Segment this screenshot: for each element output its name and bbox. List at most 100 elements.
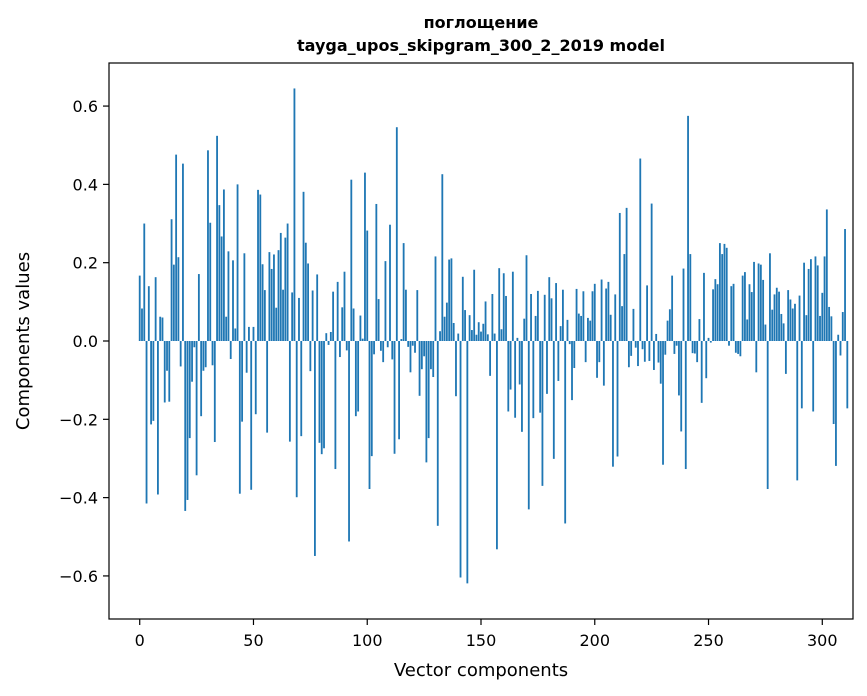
bar xyxy=(213,341,216,443)
bar xyxy=(350,179,353,341)
bar xyxy=(532,341,535,419)
bar xyxy=(839,341,842,356)
bar xyxy=(734,341,737,353)
bar xyxy=(157,341,159,495)
bar xyxy=(737,341,740,354)
bar xyxy=(336,281,339,341)
bar xyxy=(546,341,548,394)
bar xyxy=(509,341,512,390)
y-tick-label: −0.4 xyxy=(59,489,98,508)
bar xyxy=(257,189,259,341)
bar xyxy=(846,341,849,409)
bar xyxy=(728,341,730,346)
bar xyxy=(498,268,501,341)
bar xyxy=(200,341,203,417)
bar-series xyxy=(138,88,849,584)
bar xyxy=(323,341,325,449)
bar xyxy=(730,286,733,341)
bar xyxy=(222,189,225,341)
bar xyxy=(648,341,651,361)
bar xyxy=(539,341,542,413)
bar xyxy=(384,261,387,341)
bar xyxy=(766,341,769,490)
bar xyxy=(664,341,667,355)
bar xyxy=(755,341,758,373)
bar xyxy=(486,334,489,341)
bar xyxy=(748,284,751,341)
bar xyxy=(382,341,385,363)
bar xyxy=(577,313,580,341)
bar xyxy=(718,243,721,341)
y-tick-label: −0.6 xyxy=(59,567,98,586)
bar xyxy=(787,290,790,341)
bar xyxy=(275,307,278,341)
bar xyxy=(612,341,614,467)
bar xyxy=(784,341,787,374)
bar xyxy=(505,295,507,341)
bar xyxy=(359,315,362,341)
bar xyxy=(573,341,576,369)
bar xyxy=(627,341,630,368)
bar xyxy=(523,318,526,341)
bar xyxy=(366,230,369,341)
bar xyxy=(143,223,146,341)
bar xyxy=(270,268,273,341)
x-tick-label: 100 xyxy=(352,631,383,650)
x-tick-label: 50 xyxy=(243,631,263,650)
bar xyxy=(823,256,826,341)
bar xyxy=(252,326,255,341)
bar xyxy=(741,275,744,341)
bar xyxy=(675,341,678,346)
y-tick-label: 0.2 xyxy=(73,254,98,273)
bar xyxy=(441,174,444,341)
bar xyxy=(832,341,835,425)
bar xyxy=(511,271,514,341)
bar xyxy=(691,341,694,354)
bar xyxy=(377,299,380,341)
bar xyxy=(316,274,319,341)
bar xyxy=(659,341,662,384)
bar xyxy=(277,250,280,341)
bar xyxy=(427,341,430,439)
bar xyxy=(334,341,337,470)
x-tick-label: 0 xyxy=(135,631,145,650)
bar xyxy=(434,256,437,341)
bar xyxy=(332,291,335,341)
bar xyxy=(209,222,212,341)
bar xyxy=(536,290,539,341)
bar xyxy=(518,341,521,385)
bar xyxy=(370,341,373,457)
bar xyxy=(657,341,660,363)
bar xyxy=(211,341,214,366)
bar xyxy=(343,271,346,341)
bar xyxy=(527,341,530,510)
bar xyxy=(295,341,298,498)
bar xyxy=(750,292,753,341)
bar xyxy=(418,341,421,396)
bar xyxy=(555,283,557,341)
bar xyxy=(234,328,237,341)
bar xyxy=(525,255,528,341)
bar xyxy=(439,331,441,341)
bar xyxy=(195,341,198,476)
x-axis-ticks: 0 50 100 150 200 250 300 xyxy=(135,619,838,650)
bar xyxy=(721,254,724,341)
bar xyxy=(621,306,623,341)
bar xyxy=(602,341,605,386)
x-tick-label: 250 xyxy=(693,631,724,650)
bar xyxy=(516,337,519,341)
bar xyxy=(816,265,819,341)
bar xyxy=(227,251,230,341)
bar xyxy=(229,341,232,360)
bar xyxy=(400,339,403,341)
bar xyxy=(459,341,462,578)
bar xyxy=(687,115,689,341)
bar xyxy=(314,341,316,556)
bar xyxy=(564,341,567,524)
bar xyxy=(225,316,228,341)
bar xyxy=(780,313,783,341)
bar xyxy=(491,294,494,341)
bar xyxy=(273,254,275,341)
bar xyxy=(329,331,332,341)
